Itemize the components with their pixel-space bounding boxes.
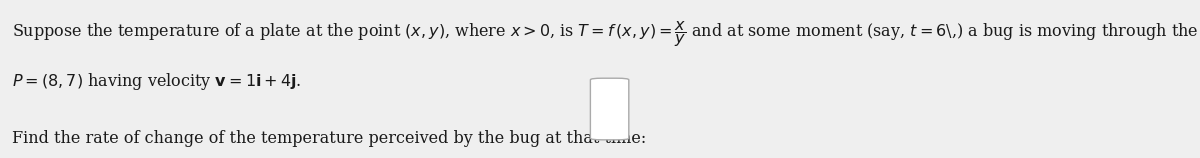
- Text: Suppose the temperature of a plate at the point $(x, y)$, where $x > 0$, is $T =: Suppose the temperature of a plate at th…: [12, 19, 1200, 49]
- Text: Find the rate of change of the temperature perceived by the bug at that time:: Find the rate of change of the temperatu…: [12, 130, 647, 147]
- Text: $P = (8, 7)$ having velocity $\mathbf{v} = 1\mathbf{i} + 4\mathbf{j}$.: $P = (8, 7)$ having velocity $\mathbf{v}…: [12, 71, 301, 92]
- FancyBboxPatch shape: [590, 78, 629, 140]
